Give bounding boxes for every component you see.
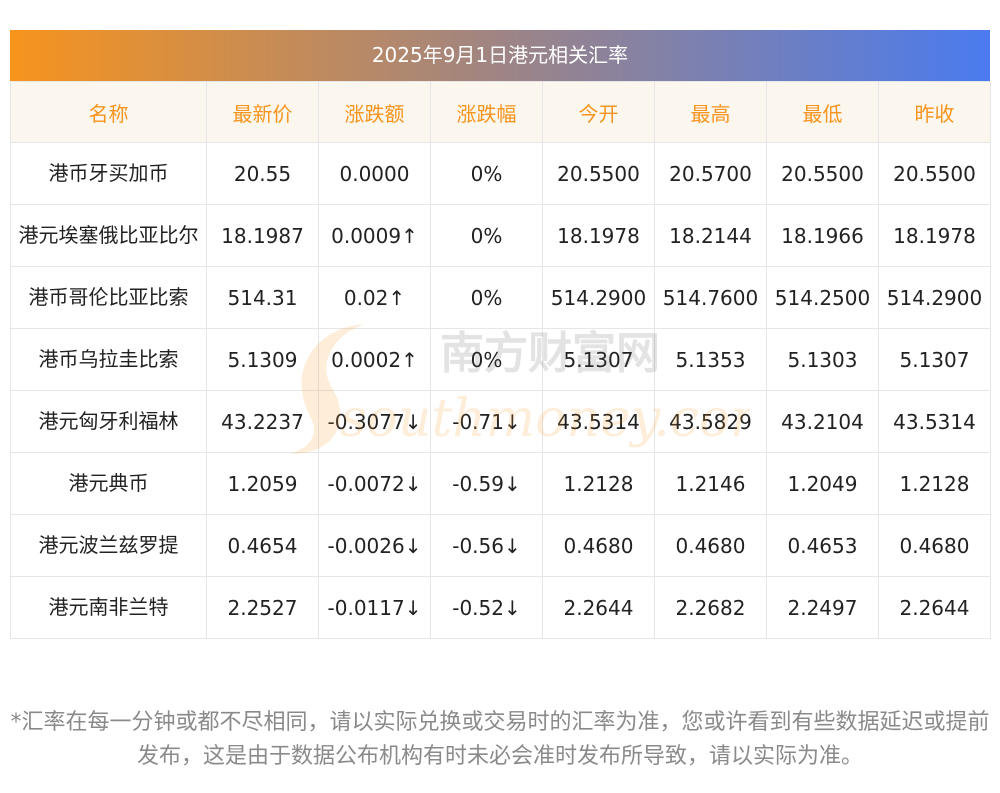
latest-price-cell: 20.55 xyxy=(206,142,319,205)
high-price-cell: 1.2146 xyxy=(654,452,767,515)
high-price-cell: 20.5700 xyxy=(654,142,767,205)
latest-price-cell: 18.1987 xyxy=(206,204,319,267)
change-percent-cell: -0.59↓ xyxy=(430,452,543,515)
column-header-latest: 最新价 xyxy=(206,81,319,143)
low-price-cell: 514.2500 xyxy=(766,266,879,329)
change-percent-cell: 0% xyxy=(430,142,543,205)
currency-pair-name: 港币牙买加币 xyxy=(10,142,207,205)
high-price-cell: 43.5829 xyxy=(654,390,767,453)
currency-pair-name: 港币哥伦比亚比索 xyxy=(10,266,207,329)
change-amount-cell: -0.0026↓ xyxy=(318,514,431,577)
prev-close-cell: 0.4680 xyxy=(878,514,991,577)
change-amount-cell: 0.02↑ xyxy=(318,266,431,329)
change-amount-cell: 0.0000 xyxy=(318,142,431,205)
table-row: 港元埃塞俄比亚比尔 18.1987 0.0009↑ 0% 18.1978 18.2144 1… xyxy=(10,204,991,267)
table-row: 港元波兰兹罗提 0.4654 -0.0026↓ -0.56↓ 0.4680 0.4680 0… xyxy=(10,514,991,577)
high-price-cell: 2.2682 xyxy=(654,576,767,639)
column-header-prev-close: 昨收 xyxy=(878,81,991,143)
open-price-cell: 43.5314 xyxy=(542,390,655,453)
open-price-cell: 18.1978 xyxy=(542,204,655,267)
latest-price-cell: 514.31 xyxy=(206,266,319,329)
prev-close-cell: 514.2900 xyxy=(878,266,991,329)
prev-close-cell: 5.1307 xyxy=(878,328,991,391)
latest-price-cell: 2.2527 xyxy=(206,576,319,639)
change-percent-cell: -0.71↓ xyxy=(430,390,543,453)
low-price-cell: 2.2497 xyxy=(766,576,879,639)
low-price-cell: 5.1303 xyxy=(766,328,879,391)
table-row: 港元匈牙利福林 43.2237 -0.3077↓ -0.71↓ 43.5314 43.58… xyxy=(10,390,991,453)
column-header-name: 名称 xyxy=(10,81,207,143)
high-price-cell: 18.2144 xyxy=(654,204,767,267)
disclaimer-footnote: *汇率在每一分钟或都不尽相同，请以实际兑换或交易时的汇率为准，您或许看到有些数据… xyxy=(10,710,990,769)
low-price-cell: 1.2049 xyxy=(766,452,879,515)
high-price-cell: 5.1353 xyxy=(654,328,767,391)
prev-close-cell: 1.2128 xyxy=(878,452,991,515)
change-amount-cell: -0.3077↓ xyxy=(318,390,431,453)
change-amount-cell: 0.0009↑ xyxy=(318,204,431,267)
currency-pair-name: 港元匈牙利福林 xyxy=(10,390,207,453)
column-header-high: 最高 xyxy=(654,81,767,143)
change-percent-cell: 0% xyxy=(430,328,543,391)
open-price-cell: 20.5500 xyxy=(542,142,655,205)
low-price-cell: 0.4653 xyxy=(766,514,879,577)
prev-close-cell: 18.1978 xyxy=(878,204,991,267)
prev-close-cell: 2.2644 xyxy=(878,576,991,639)
exchange-rate-table: 名称 最新价 涨跌额 涨跌幅 今开 最高 最低 昨收 港币牙买加币 20.55 0.… xyxy=(10,81,991,639)
open-price-cell: 5.1307 xyxy=(542,328,655,391)
column-header-open: 今开 xyxy=(542,81,655,143)
change-amount-cell: 0.0002↑ xyxy=(318,328,431,391)
table-header-row: 名称 最新价 涨跌额 涨跌幅 今开 最高 最低 昨收 xyxy=(10,81,991,143)
open-price-cell: 2.2644 xyxy=(542,576,655,639)
currency-pair-name: 港元埃塞俄比亚比尔 xyxy=(10,204,207,267)
column-header-change-pct: 涨跌幅 xyxy=(430,81,543,143)
column-header-low: 最低 xyxy=(766,81,879,143)
high-price-cell: 0.4680 xyxy=(654,514,767,577)
low-price-cell: 18.1966 xyxy=(766,204,879,267)
open-price-cell: 1.2128 xyxy=(542,452,655,515)
open-price-cell: 0.4680 xyxy=(542,514,655,577)
latest-price-cell: 0.4654 xyxy=(206,514,319,577)
currency-pair-name: 港元典币 xyxy=(10,452,207,515)
column-header-change: 涨跌额 xyxy=(318,81,431,143)
table-row: 港元典币 1.2059 -0.0072↓ -0.59↓ 1.2128 1.2146 1.20… xyxy=(10,452,991,515)
change-percent-cell: -0.52↓ xyxy=(430,576,543,639)
prev-close-cell: 20.5500 xyxy=(878,142,991,205)
table-row: 港币哥伦比亚比索 514.31 0.02↑ 0% 514.2900 514.7600 514… xyxy=(10,266,991,329)
page-title: 2025年9月1日港元相关汇率 xyxy=(10,30,990,81)
change-amount-cell: -0.0072↓ xyxy=(318,452,431,515)
open-price-cell: 514.2900 xyxy=(542,266,655,329)
change-percent-cell: 0% xyxy=(430,266,543,329)
currency-pair-name: 港元南非兰特 xyxy=(10,576,207,639)
change-percent-cell: 0% xyxy=(430,204,543,267)
prev-close-cell: 43.5314 xyxy=(878,390,991,453)
high-price-cell: 514.7600 xyxy=(654,266,767,329)
latest-price-cell: 5.1309 xyxy=(206,328,319,391)
currency-pair-name: 港元波兰兹罗提 xyxy=(10,514,207,577)
table-row: 港元南非兰特 2.2527 -0.0117↓ -0.52↓ 2.2644 2.2682 2.… xyxy=(10,576,991,639)
low-price-cell: 43.2104 xyxy=(766,390,879,453)
currency-pair-name: 港币乌拉圭比索 xyxy=(10,328,207,391)
latest-price-cell: 1.2059 xyxy=(206,452,319,515)
table-row: 港币牙买加币 20.55 0.0000 0% 20.5500 20.5700 20.5500… xyxy=(10,142,991,205)
latest-price-cell: 43.2237 xyxy=(206,390,319,453)
change-amount-cell: -0.0117↓ xyxy=(318,576,431,639)
table-row: 港币乌拉圭比索 5.1309 0.0002↑ 0% 5.1307 5.1353 5.1303… xyxy=(10,328,991,391)
low-price-cell: 20.5500 xyxy=(766,142,879,205)
change-percent-cell: -0.56↓ xyxy=(430,514,543,577)
